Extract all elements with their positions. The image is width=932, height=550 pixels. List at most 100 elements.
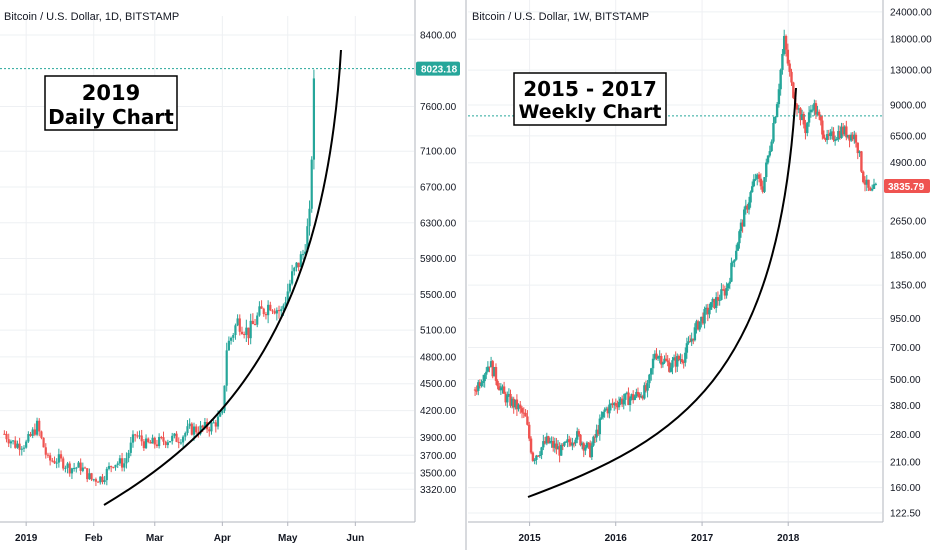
candle-body (190, 423, 193, 435)
candle-body (286, 291, 289, 303)
candle-body (232, 334, 235, 338)
y-tick-label: 13000.00 (890, 66, 932, 77)
candle-body (46, 454, 50, 456)
candle-body (9, 441, 12, 444)
candle-body (499, 387, 503, 391)
candle-body (548, 441, 552, 443)
candle-body (872, 184, 876, 190)
y-tick-label: 24000.00 (890, 7, 932, 18)
candle-body (635, 391, 638, 397)
y-tick-label: 8400.00 (420, 30, 457, 41)
candle-body (813, 103, 816, 110)
candle-body (304, 251, 307, 255)
candle-body (538, 455, 542, 457)
candle-body (269, 304, 272, 311)
candle-body (42, 437, 45, 448)
candle-body (708, 309, 711, 315)
candle-body (830, 131, 834, 133)
candle-body (547, 436, 550, 443)
candle-body (203, 421, 207, 428)
candle-body (20, 448, 23, 450)
candle-body (509, 393, 512, 406)
candle-body (253, 324, 257, 326)
candle-body (288, 283, 292, 292)
candle-body (40, 431, 43, 438)
candle-body (486, 366, 490, 372)
weekly-last-price-tag: 3835.79 (884, 178, 930, 193)
candle-body (664, 358, 668, 361)
candle-body (853, 134, 856, 140)
candle-body (624, 393, 627, 400)
candle-body (295, 262, 298, 268)
candle-body (841, 126, 845, 135)
candle-body (125, 458, 128, 464)
candle-body (25, 441, 28, 448)
candle-body (741, 222, 744, 227)
candle-body (655, 353, 658, 359)
candle-body (625, 392, 629, 394)
candle-body (860, 151, 863, 172)
candle-body (506, 395, 509, 403)
x-tick-label: Apr (214, 533, 231, 544)
candle-body (598, 418, 602, 435)
candle-body (142, 441, 145, 449)
candle-body (735, 250, 738, 260)
candle-body (779, 69, 782, 90)
candle-body (674, 357, 677, 367)
candle-body (696, 321, 700, 330)
y-tick-label: 500.00 (890, 375, 921, 386)
candle-body (765, 162, 768, 178)
candle-body (536, 455, 540, 457)
candle-body (848, 134, 851, 141)
candle-body (617, 401, 621, 408)
candle-body (630, 394, 633, 399)
candle-body (66, 463, 69, 468)
candle-body (101, 476, 104, 482)
candle-body (308, 208, 311, 227)
candle-body (545, 436, 549, 444)
candle-body (695, 321, 698, 328)
candle-body (83, 467, 87, 469)
candle-body (846, 134, 850, 138)
candle-body (814, 103, 818, 115)
weekly-parabolic-curve (527, 87, 797, 498)
candle-body (70, 468, 74, 474)
candle-body (227, 340, 230, 351)
candle-body (260, 306, 263, 309)
candle-body (633, 396, 636, 400)
candle-body (768, 151, 772, 156)
candle-body (700, 316, 703, 322)
candle-body (874, 183, 878, 185)
x-tick-label: 2016 (605, 533, 628, 544)
x-tick-label: 2018 (777, 533, 800, 544)
candle-body (195, 426, 198, 433)
candle-body (219, 413, 222, 417)
candle-body (600, 417, 603, 419)
candle-body (718, 299, 721, 301)
candle-body (613, 403, 616, 406)
candle-body (628, 398, 632, 405)
candle-body (120, 458, 124, 468)
candle-body (799, 108, 802, 121)
weekly-annotation-line-1: 2015 - 2017 (523, 77, 657, 101)
candle-body (186, 426, 189, 434)
candle-body (149, 442, 152, 444)
candle-body (310, 159, 313, 209)
candle-body (730, 262, 733, 282)
candle-body (96, 481, 100, 483)
candle-body (144, 438, 148, 449)
candle-body (504, 393, 507, 403)
candle-body (512, 398, 515, 408)
candle-body (162, 437, 165, 442)
candle-body (29, 434, 32, 436)
candle-body (690, 338, 693, 342)
candle-body (816, 111, 819, 115)
candle-body (502, 386, 506, 394)
daily-chart-title: Bitcoin / U.S. Dollar, 1D, BITSTAMP (4, 11, 179, 23)
candle-body (556, 446, 560, 450)
candle-body (138, 435, 141, 437)
y-tick-label: 4900.00 (890, 158, 927, 169)
candle-body (840, 126, 843, 138)
candle-body (49, 455, 52, 461)
candle-body (64, 467, 67, 469)
